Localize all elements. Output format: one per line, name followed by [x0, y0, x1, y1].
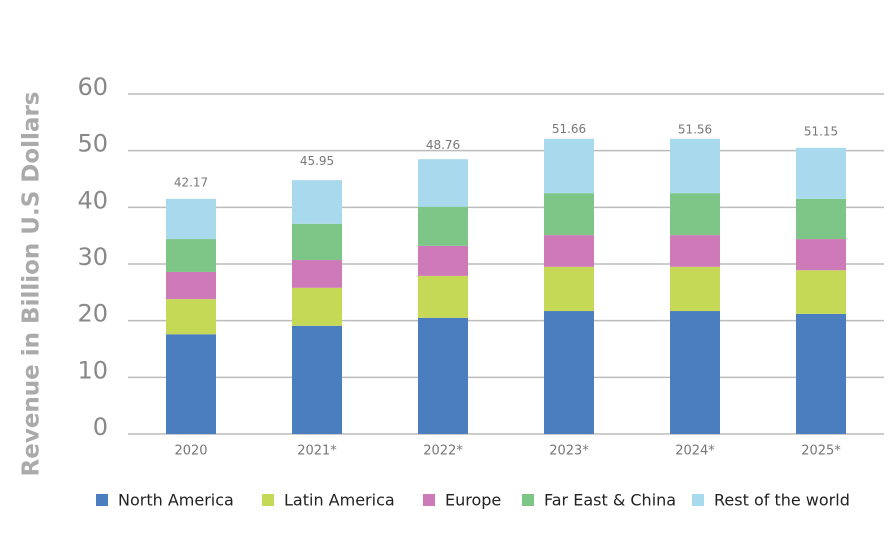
bar-segment: [796, 147, 846, 199]
legend-label: Rest of the world: [714, 491, 850, 510]
bar-segment: [166, 334, 216, 434]
legend-swatch: [692, 494, 704, 506]
y-tick-label: 10: [77, 356, 108, 384]
bar-segment: [418, 245, 468, 276]
bar-segment: [292, 223, 342, 261]
legend-label: North America: [118, 491, 234, 510]
bar-segment: [418, 275, 468, 318]
y-tick-label: 0: [93, 413, 108, 441]
legend-label: Far East & China: [544, 491, 676, 510]
bar-segment: [418, 206, 468, 246]
bar-segment: [796, 198, 846, 240]
bar-segment: [670, 311, 720, 434]
bar-segment: [166, 271, 216, 300]
bar-segment: [796, 239, 846, 271]
x-tick-label: 2022*: [423, 444, 463, 459]
bar-segment: [544, 193, 594, 236]
bar-segment: [544, 311, 594, 434]
total-label: 42.17: [174, 176, 208, 190]
x-tick-label: 2021*: [297, 444, 337, 459]
legend-label: Europe: [445, 491, 501, 510]
y-tick-label: 20: [77, 300, 108, 328]
bar-segment: [544, 235, 594, 267]
x-tick-label: 2025*: [801, 444, 841, 459]
bar-segment: [166, 299, 216, 335]
y-tick-label: 30: [77, 243, 108, 271]
bar-segment: [796, 313, 846, 434]
bar-segment: [292, 180, 342, 224]
bar-segment: [418, 317, 468, 434]
legend-swatch: [522, 494, 534, 506]
bar-segment: [544, 138, 594, 194]
total-label: 48.76: [426, 138, 460, 152]
y-tick-label: 50: [77, 130, 108, 158]
x-tick-label: 2024*: [675, 444, 715, 459]
bar-segment: [796, 270, 846, 314]
total-label: 51.66: [552, 122, 586, 136]
y-tick-label: 40: [77, 186, 108, 214]
bar-segment: [166, 239, 216, 272]
bar-segment: [670, 193, 720, 236]
bar-segment: [292, 325, 342, 434]
x-tick-label: 2020: [174, 444, 207, 459]
x-tick-label: 2023*: [549, 444, 589, 459]
total-label: 51.15: [804, 125, 838, 139]
legend-label: Latin America: [284, 491, 395, 510]
bar-segment: [418, 159, 468, 207]
bar-segment: [670, 138, 720, 194]
y-tick-label: 60: [77, 73, 108, 101]
legend-swatch: [96, 494, 108, 506]
bar-segment: [166, 198, 216, 240]
legend-swatch: [262, 494, 274, 506]
total-label: 45.95: [300, 154, 334, 168]
bar-segment: [544, 266, 594, 312]
bar-segment: [292, 287, 342, 326]
bar-segment: [292, 260, 342, 288]
bar-segment: [670, 235, 720, 267]
total-label: 51.56: [678, 122, 712, 136]
y-axis-label: Revenue in Billion U.S Dollars: [19, 92, 45, 477]
legend-swatch: [423, 494, 435, 506]
bar-segment: [670, 266, 720, 312]
